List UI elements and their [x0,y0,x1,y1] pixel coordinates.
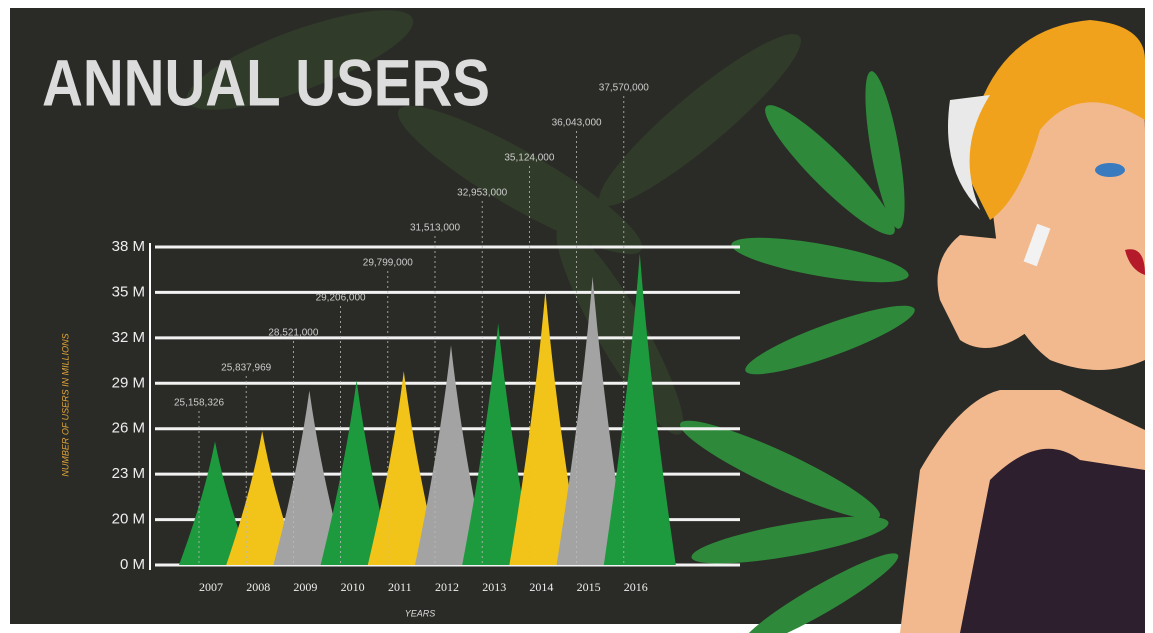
spike-bar [603,253,676,566]
woman-illustration [900,20,1145,633]
spike-bar [320,380,393,565]
value-label: 32,953,000 [457,188,507,199]
value-label: 35,124,000 [504,153,554,164]
value-label: 37,570,000 [599,83,649,94]
y-axis-title: NUMBER OF USERS IN MILLIONS [60,333,70,476]
value-label: 29,206,000 [316,293,366,304]
x-tick-label: 2015 [577,580,601,594]
y-tick-label: 20 M [112,511,145,528]
y-tick-label: 29 M [112,374,145,391]
spike-bar [273,390,346,565]
x-tick-label: 2008 [246,580,270,594]
leaf-background [186,10,801,435]
value-label: 25,158,326 [174,398,224,409]
x-tick-label: 2013 [482,580,506,594]
x-tick-label: 2012 [435,580,459,594]
spike-bar [367,371,440,565]
value-label: 31,513,000 [410,223,460,234]
cannabis-leaves [680,71,915,633]
x-axis-title: YEARS [405,608,436,618]
value-labels: 25,158,326 25,837,969 28,521,000 29,206,000… [174,83,649,565]
x-tick-label: 2010 [341,580,365,594]
y-tick-label: 26 M [112,420,145,437]
chart-title: ANNUAL USERS [42,45,490,119]
spike-bar [509,290,582,565]
value-label: 25,837,969 [221,363,271,374]
y-tick-label: 0 M [120,556,145,573]
x-tick-label: 2011 [388,580,412,594]
x-tick-label: 2007 [199,580,223,594]
value-label: 28,521,000 [268,328,318,339]
spike-bar [462,323,535,565]
plot: 0 M 20 M 23 M 26 M 29 M 32 M 35 M 38 M 25,158,32… [112,83,740,594]
x-tick-label: 2009 [293,580,317,594]
spike-bar [226,431,299,565]
spike-bar [415,345,487,565]
y-tick-label: 32 M [112,329,145,346]
value-label: 29,799,000 [363,258,413,269]
spike-bar [179,441,251,565]
x-tick-label: 2014 [529,580,553,594]
y-tick-label: 35 M [112,283,145,300]
y-tick-label: 23 M [112,465,145,482]
value-label: 36,043,000 [552,118,602,129]
spike-bar [556,276,629,565]
x-tick-label: 2016 [624,580,648,594]
bars [179,253,676,566]
y-tick-label: 38 M [112,238,145,255]
